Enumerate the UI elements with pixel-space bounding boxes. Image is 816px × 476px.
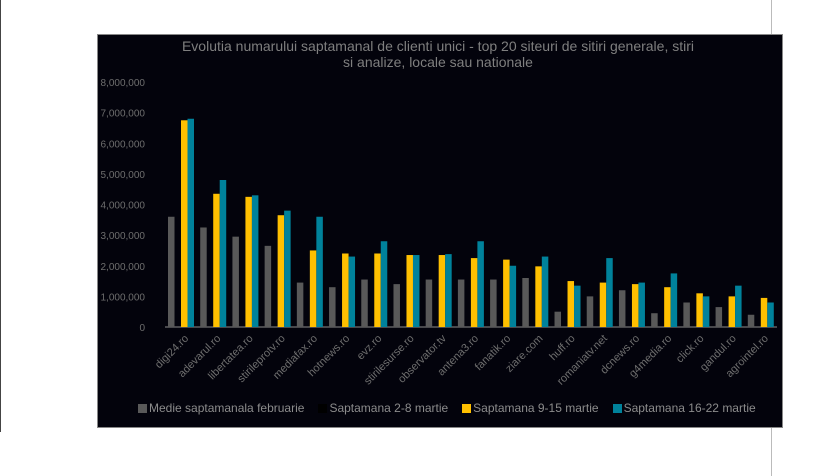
bar-fanatik-ro-series-0 [490, 279, 497, 327]
bar-gandul-ro-series-3 [735, 285, 742, 327]
page-left-border [0, 0, 1, 432]
y-tick-label: 1,000,000 [101, 292, 146, 303]
bar-hotnews-ro-series-0 [329, 287, 336, 327]
y-tick-label: 2,000,000 [101, 262, 146, 273]
bar-libertatea-ro-series-0 [232, 236, 239, 327]
bar-hotnews-ro-series-2 [342, 253, 349, 327]
bar-stirilesurse-ro-series-2 [406, 255, 413, 327]
chart-title-line-1: Evolutia numarului saptamanal de clienti… [181, 38, 695, 54]
bar-digi24-ro-series-3 [187, 118, 194, 327]
legend-item: Saptamana 9-15 martie [462, 401, 599, 415]
legend-swatch [138, 403, 147, 413]
bar-dcnews-ro-series-2 [631, 284, 639, 327]
y-tick-label: 4,000,000 [101, 201, 146, 212]
bar-observator-tv-series-2 [438, 255, 446, 327]
bar-evz-ro-series-0 [361, 279, 368, 327]
bar-gandul-ro-series-0 [715, 307, 723, 327]
bar-g4media-ro-series-2 [664, 287, 671, 327]
bar-evz-ro-series-2 [374, 253, 381, 327]
bar-dcnews-ro-series-0 [618, 290, 626, 327]
bar-observator-tv-series-3 [445, 254, 452, 327]
bar-adevarul-ro-series-3 [219, 180, 227, 327]
legend-item: Medie saptamanala februarie [138, 401, 304, 415]
bar-romaniatv-net-series-0 [586, 296, 594, 327]
bar-mediafax-ro-series-3 [316, 216, 323, 327]
bar-libertatea-ro-series-3 [251, 195, 259, 327]
bar-stirileprotv-ro-series-3 [284, 210, 291, 327]
bar-click-ro-series-3 [702, 296, 710, 327]
bar-adevarul-ro-series-2 [213, 193, 220, 327]
legend-swatch [612, 403, 622, 413]
bar-agrointel-ro-series-3 [767, 302, 774, 327]
bar-evz-ro-series-3 [380, 241, 388, 327]
legend-swatch [462, 403, 472, 413]
y-tick-label: 5,000,000 [101, 170, 146, 181]
bar-observator-tv-series-0 [425, 279, 433, 327]
bar-g4media-ro-series-0 [651, 313, 658, 327]
bar-romaniatv-net-series-3 [606, 258, 613, 327]
legend-label: Saptamana 2-8 martie [329, 401, 449, 415]
chart-area: Evolutia numarului saptamanal de clienti… [97, 34, 783, 428]
bar-ziare-com-series-0 [522, 278, 529, 327]
bar-ziare-com-series-2 [535, 266, 542, 327]
bar-antena3-ro-series-2 [470, 258, 478, 327]
legend-label: Saptamana 16-22 martie [623, 401, 756, 415]
chart-plot: 0 1,000,000 2,000,000 3,000,000 4,000,000 5,0… [101, 78, 777, 388]
bar-click-ro-series-0 [683, 302, 690, 327]
bar-fanatik-ro-series-2 [503, 259, 510, 327]
chart-title-line-2: si analize, locale sau nationale [343, 54, 533, 70]
bar-gandul-ro-series-2 [728, 296, 736, 327]
y-tick-label: 6,000,000 [101, 139, 146, 150]
legend-label: Medie saptamanala februarie [149, 401, 305, 415]
bar-digi24-ro-series-0 [168, 216, 175, 327]
bar-antena3-ro-series-3 [477, 241, 484, 327]
y-tick-label: 7,000,000 [101, 109, 146, 120]
y-tick-label: 3,000,000 [101, 231, 146, 242]
bar-mediafax-ro-series-2 [309, 250, 317, 327]
bar-dcnews-ro-series-3 [638, 282, 645, 327]
bar-fanatik-ro-series-3 [509, 265, 517, 327]
bar-stirileprotv-ro-series-0 [264, 245, 272, 327]
bar-romaniatv-net-series-2 [599, 282, 607, 327]
legend-item: Saptamana 16-22 martie [612, 401, 756, 415]
bar-digi24-ro-series-2 [181, 120, 188, 327]
bar-stirilesurse-ro-series-0 [393, 284, 400, 327]
chart-title: Evolutia numarului saptamanal de clienti… [158, 38, 718, 70]
bar-huff-ro-series-2 [567, 281, 575, 327]
x-tick-label: huff.ro [547, 333, 577, 363]
bar-stirileprotv-ro-series-2 [277, 215, 285, 327]
x-tick-label: evz.ro [355, 333, 385, 363]
bar-stirilesurse-ro-series-3 [412, 255, 420, 327]
bar-mediafax-ro-series-0 [296, 282, 304, 327]
bar-ziare-com-series-3 [541, 256, 549, 327]
y-tick-label: 0 [139, 323, 145, 334]
bar-hotnews-ro-series-3 [348, 256, 356, 327]
legend-item: Saptamana 2-8 martie [318, 401, 448, 415]
bar-click-ro-series-2 [696, 293, 703, 327]
bar-agrointel-ro-series-0 [747, 314, 755, 327]
bar-agrointel-ro-series-2 [760, 297, 768, 327]
bar-huff-ro-series-3 [574, 285, 581, 327]
legend-swatch [318, 403, 328, 413]
legend-label: Saptamana 9-15 martie [473, 401, 599, 415]
bar-antena3-ro-series-0 [457, 279, 465, 327]
y-tick-label: 8,000,000 [101, 78, 146, 89]
bar-g4media-ro-series-3 [670, 273, 678, 327]
bar-libertatea-ro-series-2 [245, 196, 252, 327]
bar-adevarul-ro-series-0 [200, 227, 207, 327]
chart-legend: Medie saptamanala februarie Saptamana 2-8… [138, 401, 756, 415]
bar-huff-ro-series-0 [554, 311, 562, 327]
